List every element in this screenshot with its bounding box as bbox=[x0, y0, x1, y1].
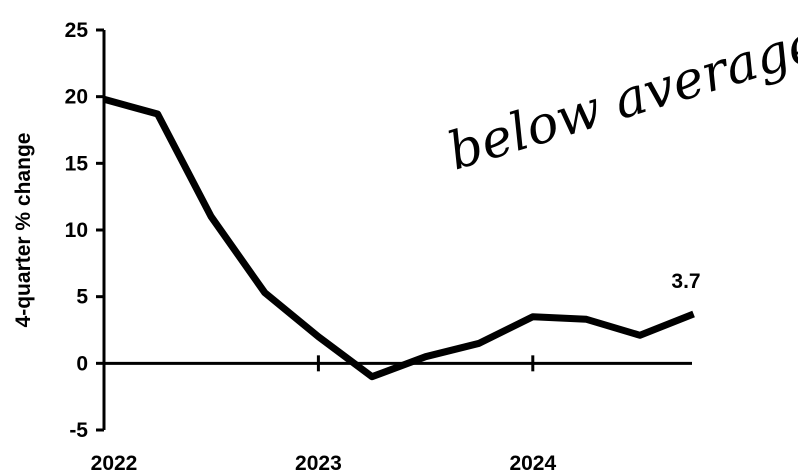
end-value-label: 3.7 bbox=[671, 270, 700, 293]
y-tick-label: 0 bbox=[76, 352, 88, 375]
y-axis-ticks: 25 20 15 10 5 0 -5 bbox=[65, 19, 104, 442]
y-tick-label: 15 bbox=[65, 152, 89, 175]
y-axis-title: 4-quarter % change bbox=[12, 133, 35, 328]
y-tick-label: 20 bbox=[65, 86, 88, 109]
x-tick-label: 2023 bbox=[295, 452, 342, 474]
y-tick-label: 5 bbox=[76, 286, 88, 309]
x-tick-label: 2022 bbox=[91, 452, 138, 474]
handwritten-annotation: below average bbox=[441, 13, 798, 183]
series-layer bbox=[103, 95, 695, 381]
y-tick-label: 10 bbox=[65, 219, 88, 242]
x-axis-ticks: 2022 2023 2024 bbox=[91, 355, 556, 474]
series-line bbox=[103, 95, 695, 381]
y-tick-label: 25 bbox=[65, 19, 89, 42]
x-tick-label: 2024 bbox=[509, 452, 556, 474]
y-tick-label: -5 bbox=[69, 419, 88, 442]
